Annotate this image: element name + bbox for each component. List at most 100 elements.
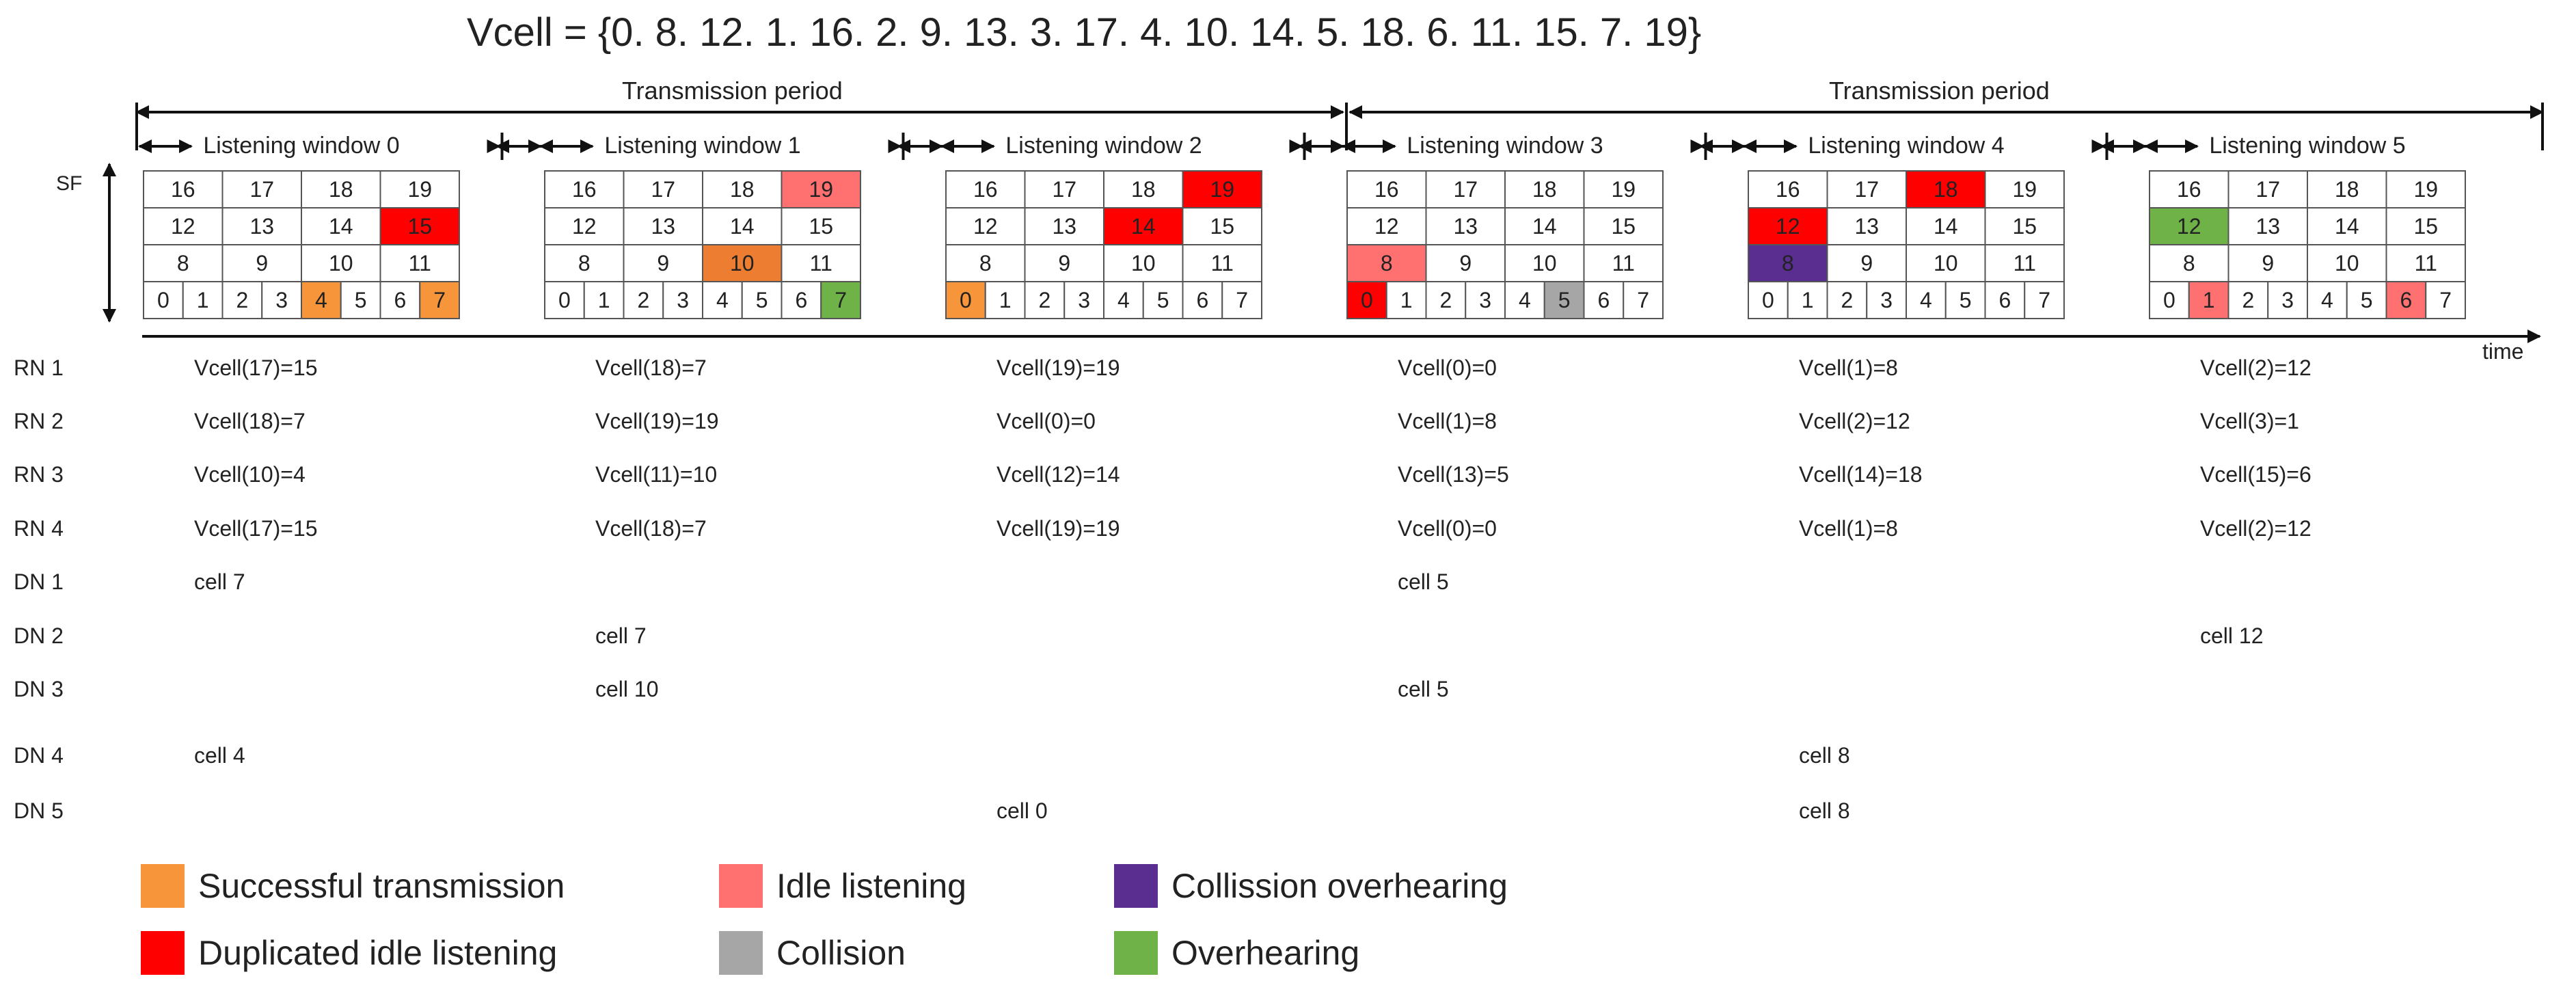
sf-cell-number: 2 [236,288,248,312]
row-label: RN 1 [14,355,64,380]
sf-cell-number: 6 [2400,288,2412,312]
sf-cell-number: 13 [651,214,675,239]
sf-cell [1748,281,1789,319]
sf-cell [2385,281,2427,319]
sf-cell [2227,207,2308,245]
row-entry: cell 4 [194,743,245,768]
row-entry: Vcell(19)=19 [595,409,719,433]
sf-cell-number: 9 [2262,251,2274,275]
sf-cell-number: 10 [730,251,755,275]
row-entry: cell 10 [595,677,659,701]
sf-cell-number: 12 [572,214,597,239]
sf-cell-number: 15 [2012,214,2037,239]
sf-cell [1984,207,2065,245]
sf-cell [221,281,263,319]
row-entry: Vcell(17)=15 [194,355,318,380]
sf-cell [1906,170,1986,208]
sf-cell-number: 18 [1934,177,1958,202]
row-label: RN 2 [14,409,64,433]
sf-cell-number: 0 [2163,288,2175,312]
legend-swatch [719,864,763,908]
sf-cell-number: 13 [1854,214,1879,239]
period-arrows [103,103,2544,343]
sf-cell-number: 17 [2255,177,2280,202]
sf-cell-number: 2 [637,288,649,312]
sf-cell-number: 16 [1374,177,1399,202]
sf-cell-number: 9 [256,251,268,275]
sf-axis-label: SF [56,172,83,195]
sf-cell-number: 9 [1860,251,1873,275]
row-entry: Vcell(19)=19 [996,516,1120,541]
row-entry: cell 8 [1799,798,1850,823]
sf-cell [1425,170,1506,208]
sf-cell-number: 19 [407,177,432,202]
transmission-period-label-2: Transmission period [1829,77,2050,105]
legend-label: Idle listening [776,867,966,905]
sf-cell [1748,244,1828,282]
sf-cell [820,281,861,319]
row-entry: cell 5 [1398,569,1449,594]
sf-cell [544,207,625,245]
sf-cell-number: 5 [1157,288,1169,312]
row-entry: Vcell(1)=8 [1398,409,1497,433]
sf-cell-number: 14 [1532,214,1557,239]
legend-item: Duplicated idle listening [141,931,557,975]
sf-cell-number: 14 [2335,214,2359,239]
sf-cell [702,207,783,245]
sf-cell [945,170,1026,208]
sf-cell-number: 6 [795,288,807,312]
sf-cell-number: 0 [960,288,972,312]
sf-cell [781,207,861,245]
sf-cell [1425,244,1506,282]
sf-cell-number: 15 [407,214,432,239]
legend-item: Idle listening [719,864,966,908]
legend-label: Collision [776,934,906,972]
sf-cell [1182,170,1262,208]
sf-cell [2149,207,2229,245]
sf-cell-number: 7 [2439,288,2452,312]
sf-cell [1984,244,2065,282]
sf-cell [1504,281,1545,319]
sf-cell-number: 18 [1131,177,1156,202]
sf-cell-number: 11 [2014,251,2036,275]
listening-window-label: Listening window 0 [203,133,400,159]
row-entry: cell 12 [2200,623,2264,648]
sf-cell-number: 13 [2255,214,2280,239]
sf-cell-number: 9 [1459,251,1472,275]
sf-cell [1748,170,1828,208]
row-entry: Vcell(18)=7 [595,355,707,380]
sf-cell [1103,244,1184,282]
row-label: DN 2 [14,623,64,648]
row-entry: cell 7 [194,569,245,594]
listening-window-label: Listening window 4 [1808,133,2005,159]
sf-cell [379,244,460,282]
sf-cell-number: 10 [1131,251,1156,275]
sf-cell-number: 4 [716,288,729,312]
sf-cell-number: 4 [1920,288,1932,312]
legend-label: Successful transmission [198,867,565,905]
vcell-sequence-title: Vcell = {0. 8. 12. 1. 16. 2. 9. 13. 3. 1… [467,10,1702,55]
sf-cell [1346,244,1427,282]
transmission-period-label-1: Transmission period [622,77,843,105]
sf-cell [984,281,1026,319]
sf-cell-number: 2 [1038,288,1050,312]
row-label: RN 3 [14,462,64,487]
sf-cell-number: 13 [1453,214,1478,239]
sf-cell-number: 6 [1196,288,1208,312]
row-entry: cell 5 [1398,677,1449,701]
sf-cell-number: 11 [1211,251,1234,275]
sf-cell [1906,207,1986,245]
row-entry: Vcell(17)=15 [194,516,318,541]
row-entry: Vcell(0)=0 [1398,516,1497,541]
sf-cell [1583,207,1664,245]
legend-item: Successful transmission [141,864,565,908]
sf-cell [1221,281,1262,319]
sf-cell [702,170,783,208]
sf-cell-number: 19 [1611,177,1636,202]
sf-cell-number: 12 [2177,214,2201,239]
sf-cell-number: 8 [2183,251,2195,275]
sf-cell-number: 7 [433,288,446,312]
listening-window-label: Listening window 2 [1005,133,1202,159]
